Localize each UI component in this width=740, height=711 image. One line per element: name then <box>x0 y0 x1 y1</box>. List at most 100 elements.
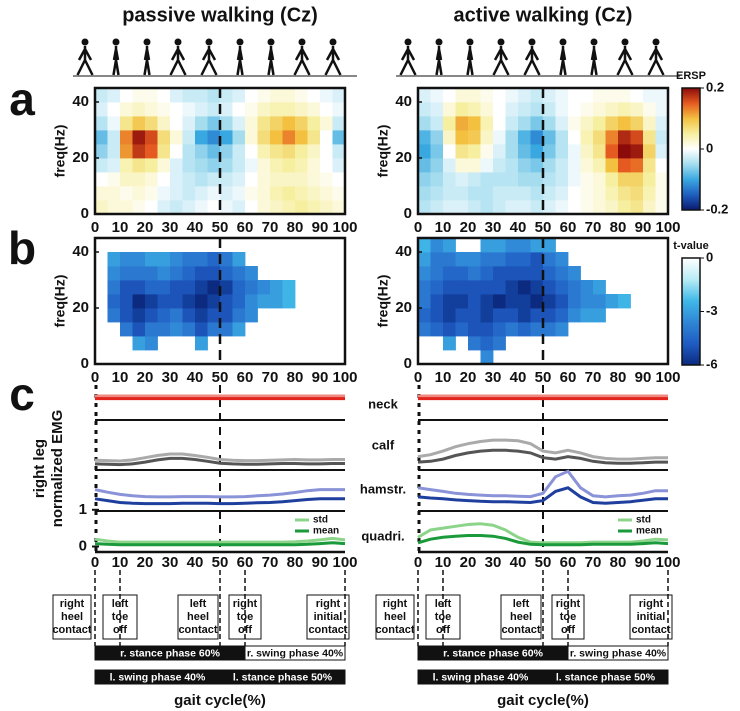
heat-cell <box>518 322 531 337</box>
event-box <box>52 594 92 640</box>
heat-cell <box>443 266 456 281</box>
heat-cell <box>107 102 121 117</box>
walker-head <box>652 38 660 46</box>
heat-cell <box>580 280 594 295</box>
heat-cell <box>543 130 556 145</box>
heat-cell <box>543 144 556 159</box>
x-tick-label: 20 <box>460 369 477 386</box>
heat-cell <box>430 308 444 323</box>
heat-cell <box>593 116 606 131</box>
heat-cell <box>418 200 431 215</box>
heat-cell <box>568 186 581 201</box>
heat-cell <box>232 158 246 173</box>
heat-cell <box>182 308 196 323</box>
heat-cell <box>418 322 431 337</box>
heat-cell <box>543 116 556 131</box>
panel-letter: a <box>9 73 35 125</box>
heat-cell <box>655 186 669 201</box>
heat-cell <box>195 322 208 337</box>
walker-icon <box>399 38 417 76</box>
event-label: toe <box>112 611 129 623</box>
emg-std <box>94 452 345 463</box>
walker-head <box>590 38 598 46</box>
x-tick-label: 80 <box>287 369 304 386</box>
heat-cell <box>480 158 494 173</box>
x-tick-label: 40 <box>187 554 204 571</box>
walker-head <box>236 38 244 46</box>
y-axis-label: right leg <box>31 439 48 498</box>
heat-cell <box>270 144 283 159</box>
heat-cell <box>630 158 644 173</box>
heat-cell <box>182 186 196 201</box>
heat-cell <box>170 172 183 187</box>
heat-cell <box>232 144 246 159</box>
heat-cell <box>430 294 444 309</box>
heat-cell <box>220 280 233 295</box>
heat-cell <box>245 266 258 281</box>
walker-body <box>647 46 665 76</box>
heat-cell <box>455 158 469 173</box>
heat-cell <box>145 186 158 201</box>
x-tick-label: 90 <box>312 554 329 571</box>
heat-cell <box>207 266 221 281</box>
event-box <box>306 594 350 640</box>
heat-cell <box>418 88 431 103</box>
walker-head <box>559 38 567 46</box>
heat-cell <box>518 238 531 253</box>
heat-cell <box>195 280 208 295</box>
heat-cell <box>320 102 333 117</box>
heat-cell <box>468 88 481 103</box>
x-tick-label: 90 <box>635 554 652 571</box>
heat-cell <box>493 186 506 201</box>
heat-cell <box>320 186 333 201</box>
heat-cell <box>468 116 481 131</box>
walker-head <box>497 38 505 46</box>
walker-icon <box>293 38 311 76</box>
event-label: off <box>238 624 252 636</box>
heat-cell <box>530 238 544 253</box>
y-axis-label: freq(Hz) <box>375 125 391 178</box>
heat-cell <box>505 116 519 131</box>
event-label: heel <box>384 611 406 623</box>
heat-cell <box>257 88 271 103</box>
heat-cell <box>132 322 146 337</box>
heat-cell <box>232 130 246 145</box>
heat-cell <box>505 322 519 337</box>
x-tick-label: 100 <box>655 554 680 571</box>
x-tick-label: 70 <box>585 369 602 386</box>
x-tick-label: 60 <box>560 554 577 571</box>
heat-cell <box>555 308 569 323</box>
heat-cell <box>555 280 569 295</box>
heat-cell <box>332 186 346 201</box>
walker-head <box>466 38 474 46</box>
heat-cell <box>120 186 133 201</box>
heat-cell <box>505 308 519 323</box>
heat-cell <box>170 322 183 337</box>
heat-cell <box>245 88 258 103</box>
heat-cell <box>232 172 246 187</box>
legend-label: mean <box>636 526 662 537</box>
colorbar-tick-label: 0 <box>706 249 713 264</box>
heat-cell <box>157 252 171 267</box>
x-tick-label: 100 <box>332 219 357 236</box>
heat-cell <box>530 200 544 215</box>
heat-cell <box>468 322 481 337</box>
y-axis-label: freq(Hz) <box>52 125 68 178</box>
heat-cell <box>643 186 656 201</box>
heat-cell <box>332 200 346 215</box>
heat-cell <box>257 186 271 201</box>
heat-cell <box>518 294 531 309</box>
heat-cell <box>468 280 481 295</box>
heat-cell <box>568 88 581 103</box>
heat-cell <box>518 200 531 215</box>
heat-cell <box>132 172 146 187</box>
heat-cell <box>120 200 133 215</box>
heat-cell <box>157 88 171 103</box>
heat-cell <box>580 186 594 201</box>
heat-cell <box>643 88 656 103</box>
muscle-label: hamstr. <box>360 481 406 496</box>
heat-cell <box>418 308 431 323</box>
heat-cell <box>593 294 606 309</box>
x-tick-label: 30 <box>485 369 502 386</box>
walker-head <box>528 38 536 46</box>
